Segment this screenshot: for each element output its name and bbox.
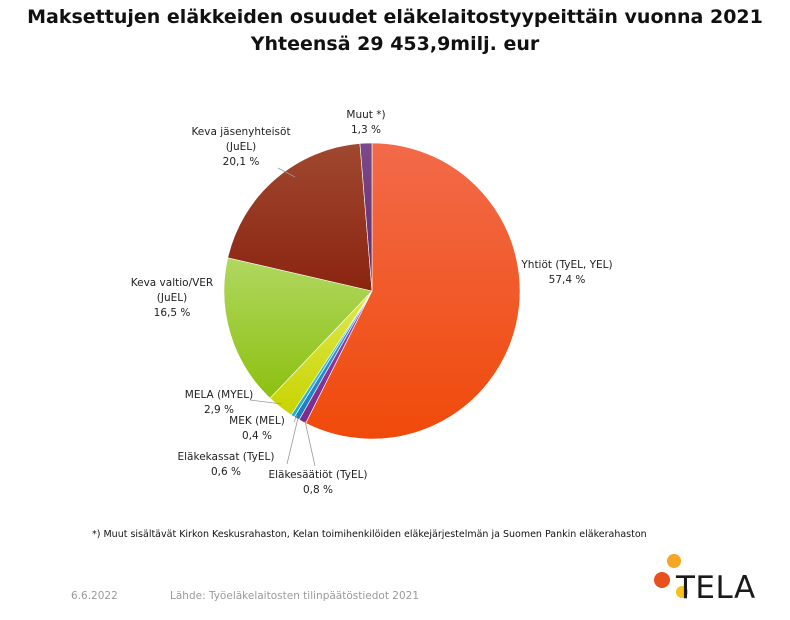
- footnote: *) Muut sisältävät Kirkon Keskusrahaston…: [92, 529, 647, 540]
- leader-line: [286, 417, 299, 465]
- leader-line: [249, 399, 283, 405]
- date: 6.6.2022: [71, 590, 118, 602]
- slice-label: Yhtiöt (TyEL, YEL) 57,4 %: [520, 259, 612, 286]
- pie-slice: [305, 142, 521, 440]
- logo-text: TELA: [676, 570, 756, 606]
- slice-label: Keva jäsenyhteisöt (JuEL) 20,1 %: [191, 126, 290, 168]
- slice-label: Muut *) 1,3 %: [346, 109, 385, 136]
- slice-label: Eläkekassat (TyEL) 0,6 %: [178, 451, 275, 478]
- leader-line: [293, 414, 298, 423]
- tela-logo: TELA: [648, 548, 778, 612]
- pie-slice: [227, 143, 373, 292]
- chart-subtitle: Yhteensä 29 453,9milj. eur: [250, 33, 540, 55]
- slice-label: MELA (MYEL) 2,9 %: [185, 389, 253, 416]
- pie-slice: [359, 142, 373, 292]
- pie-slice: [223, 257, 373, 399]
- leader-line: [304, 420, 316, 467]
- pie-chart: Yhtiöt (TyEL, YEL) 57,4 % Eläkesäätiöt (Ty…: [131, 109, 613, 496]
- slice-label: Keva valtio/VER (JuEL) 16,5 %: [131, 277, 213, 319]
- chart-title: Maksettujen eläkkeiden osuudet eläkelait…: [27, 6, 763, 28]
- tela-drops-logo-icon: [654, 554, 688, 598]
- leader-line: [277, 167, 296, 178]
- source-note: Lähde: Työeläkelaitosten tilinpäätöstied…: [170, 590, 420, 602]
- slice-label: Eläkesäätiöt (TyEL) 0,8 %: [268, 469, 367, 496]
- slice-label: MEK (MEL) 0,4 %: [229, 415, 285, 442]
